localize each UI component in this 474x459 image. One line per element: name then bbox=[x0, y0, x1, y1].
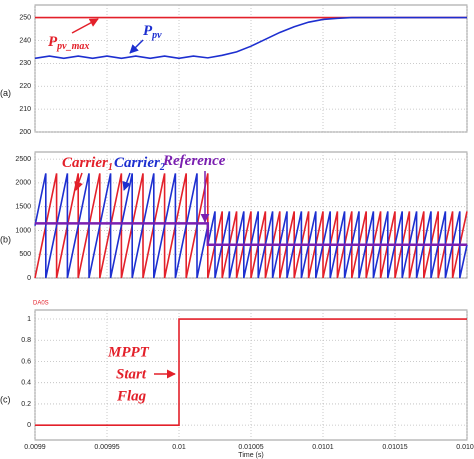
plots: 200210220230240250(a)0500100015002000250… bbox=[0, 4, 474, 459]
x-tick-label: 0.01015 bbox=[382, 444, 407, 451]
x-tick-label: 0.01 bbox=[172, 444, 186, 451]
annotation-text: Reference bbox=[162, 153, 226, 169]
x-tick-label: 0.01005 bbox=[238, 444, 263, 451]
y-tick-label: 0.2 bbox=[21, 401, 31, 408]
y-tick-label: 1000 bbox=[15, 227, 31, 234]
annotation: Start bbox=[116, 366, 147, 382]
y-tick-label: 0 bbox=[27, 422, 31, 429]
annotation-sub: pv_max bbox=[56, 41, 89, 52]
series-line bbox=[35, 318, 467, 426]
annotation: Ppv_max bbox=[48, 34, 89, 52]
annotations: Ppv_max Ppv Carrier1 Carrier2 Reference … bbox=[48, 18, 226, 404]
annotation: Flag bbox=[116, 388, 147, 404]
annotation-text: Carrier bbox=[62, 155, 108, 171]
x-tick-label: 0.0102 bbox=[456, 444, 474, 451]
annotation-sub: pv bbox=[151, 30, 162, 41]
y-tick-label: 0.6 bbox=[21, 358, 31, 365]
y-tick-label: 1500 bbox=[15, 204, 31, 211]
annotation-text: P bbox=[143, 23, 153, 39]
annotation: MPPT bbox=[107, 344, 150, 360]
annotation-text: Carrier bbox=[114, 155, 160, 171]
y-tick-label: 0.4 bbox=[21, 380, 31, 387]
arrow bbox=[71, 18, 99, 34]
y-tick-label: 230 bbox=[19, 60, 31, 67]
panel-label: (a) bbox=[0, 88, 11, 98]
annotation-sub: 1 bbox=[108, 162, 113, 173]
arrow bbox=[122, 172, 131, 191]
y-tick-label: 0 bbox=[27, 275, 31, 282]
x-axis-title: Time (s) bbox=[238, 452, 263, 459]
x-tick-label: 0.00995 bbox=[94, 444, 119, 451]
y-tick-label: 2500 bbox=[15, 156, 31, 163]
y-tick-label: 220 bbox=[19, 83, 31, 90]
panel-label: (b) bbox=[0, 234, 11, 244]
panel-label: (c) bbox=[0, 394, 11, 404]
x-tick-label: 0.0099 bbox=[24, 444, 46, 451]
y-tick-label: 210 bbox=[19, 106, 31, 113]
annotation: Carrier1 bbox=[62, 155, 113, 173]
annotation: Reference bbox=[162, 153, 226, 169]
y-tick-label: 200 bbox=[19, 129, 31, 136]
series-line bbox=[34, 16, 467, 60]
annotation: Carrier2 bbox=[114, 155, 165, 173]
series-line bbox=[35, 222, 467, 246]
y-tick-label: 2000 bbox=[15, 180, 31, 187]
x-tick-label: 0.0101 bbox=[312, 444, 334, 451]
y-tick-label: 240 bbox=[19, 37, 31, 44]
panel-title: DA0S bbox=[33, 301, 49, 307]
y-tick-label: 0.8 bbox=[21, 337, 31, 344]
arrow bbox=[129, 39, 144, 54]
y-tick-label: 500 bbox=[19, 251, 31, 258]
y-tick-label: 1 bbox=[27, 316, 31, 323]
annotation: Ppv bbox=[143, 23, 162, 41]
arrow bbox=[74, 172, 83, 191]
annotation-text: P bbox=[48, 34, 58, 50]
y-tick-label: 250 bbox=[19, 14, 31, 21]
annotation-sub: 2 bbox=[159, 162, 165, 173]
plot-area bbox=[34, 309, 468, 441]
